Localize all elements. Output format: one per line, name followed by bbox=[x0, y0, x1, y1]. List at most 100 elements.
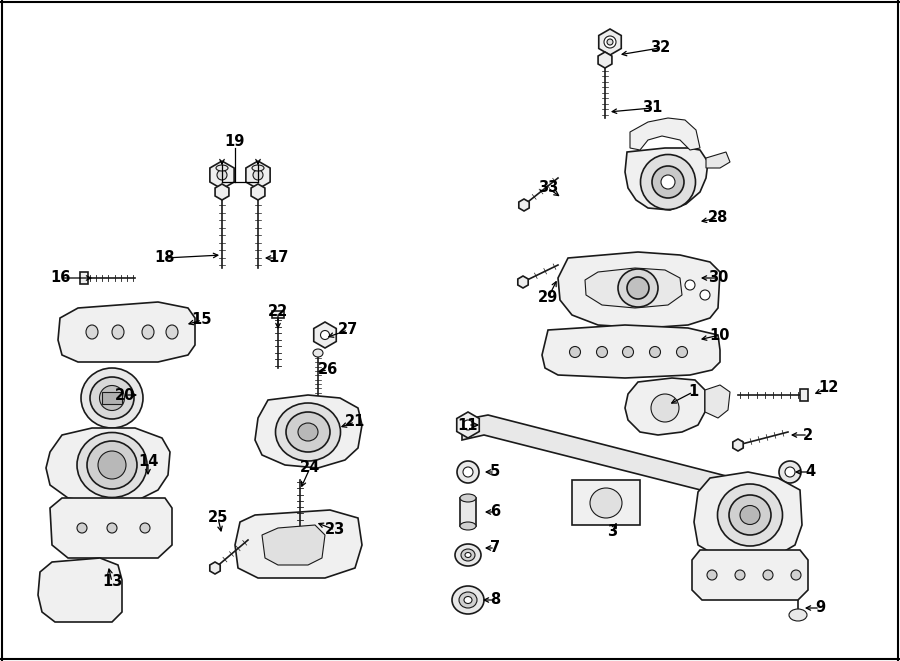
Polygon shape bbox=[625, 378, 705, 435]
Polygon shape bbox=[598, 29, 621, 55]
Text: 13: 13 bbox=[102, 574, 122, 590]
Ellipse shape bbox=[463, 420, 473, 430]
Ellipse shape bbox=[593, 283, 603, 293]
Polygon shape bbox=[705, 385, 730, 418]
Ellipse shape bbox=[275, 403, 340, 461]
Polygon shape bbox=[210, 562, 220, 574]
Text: 9: 9 bbox=[814, 600, 825, 615]
Ellipse shape bbox=[590, 488, 622, 518]
Text: 24: 24 bbox=[300, 461, 320, 475]
Ellipse shape bbox=[652, 166, 684, 198]
Ellipse shape bbox=[660, 275, 670, 285]
Ellipse shape bbox=[785, 467, 795, 477]
Ellipse shape bbox=[142, 325, 154, 339]
Polygon shape bbox=[518, 276, 528, 288]
Ellipse shape bbox=[87, 441, 137, 489]
Text: 6: 6 bbox=[490, 504, 500, 520]
Ellipse shape bbox=[460, 494, 476, 502]
Text: 15: 15 bbox=[192, 313, 212, 327]
Ellipse shape bbox=[81, 368, 143, 428]
Ellipse shape bbox=[166, 325, 178, 339]
Polygon shape bbox=[314, 322, 337, 348]
Text: 28: 28 bbox=[707, 210, 728, 225]
Ellipse shape bbox=[735, 570, 745, 580]
Polygon shape bbox=[50, 498, 172, 558]
Text: 7: 7 bbox=[490, 541, 500, 555]
Text: 12: 12 bbox=[818, 381, 838, 395]
Text: 23: 23 bbox=[325, 522, 345, 537]
Polygon shape bbox=[630, 118, 700, 150]
Ellipse shape bbox=[140, 523, 150, 533]
Ellipse shape bbox=[77, 523, 87, 533]
Ellipse shape bbox=[465, 553, 471, 557]
Polygon shape bbox=[542, 325, 720, 378]
Ellipse shape bbox=[627, 277, 649, 299]
Bar bbox=[460, 498, 476, 526]
Ellipse shape bbox=[252, 165, 264, 171]
Ellipse shape bbox=[452, 586, 484, 614]
Ellipse shape bbox=[100, 385, 124, 410]
Ellipse shape bbox=[650, 346, 661, 358]
Text: 16: 16 bbox=[50, 270, 70, 286]
Ellipse shape bbox=[763, 570, 773, 580]
Polygon shape bbox=[692, 550, 808, 600]
Polygon shape bbox=[585, 268, 682, 308]
Ellipse shape bbox=[685, 280, 695, 290]
Text: 17: 17 bbox=[268, 251, 288, 266]
Ellipse shape bbox=[618, 269, 658, 307]
Ellipse shape bbox=[461, 549, 475, 561]
Polygon shape bbox=[46, 428, 170, 502]
Bar bbox=[80, 272, 88, 284]
Ellipse shape bbox=[740, 506, 760, 524]
Text: 30: 30 bbox=[707, 270, 728, 286]
Polygon shape bbox=[598, 52, 612, 68]
Bar bbox=[272, 311, 284, 318]
Bar bbox=[102, 392, 122, 404]
Polygon shape bbox=[210, 161, 234, 189]
Ellipse shape bbox=[717, 484, 782, 546]
Text: 4: 4 bbox=[805, 465, 815, 479]
Ellipse shape bbox=[630, 277, 640, 287]
Text: 2: 2 bbox=[803, 428, 813, 442]
Text: 25: 25 bbox=[208, 510, 229, 525]
Ellipse shape bbox=[253, 170, 263, 180]
Polygon shape bbox=[558, 252, 720, 328]
Ellipse shape bbox=[463, 467, 473, 477]
Polygon shape bbox=[58, 302, 195, 362]
Ellipse shape bbox=[677, 346, 688, 358]
Text: 26: 26 bbox=[318, 362, 338, 377]
Text: 20: 20 bbox=[115, 387, 135, 403]
Text: 31: 31 bbox=[642, 100, 662, 116]
Ellipse shape bbox=[604, 36, 616, 48]
Bar bbox=[294, 528, 306, 535]
Ellipse shape bbox=[459, 592, 477, 608]
Text: 1: 1 bbox=[688, 385, 698, 399]
Ellipse shape bbox=[298, 423, 318, 441]
Ellipse shape bbox=[217, 170, 227, 180]
Ellipse shape bbox=[791, 570, 801, 580]
Text: 8: 8 bbox=[490, 592, 500, 607]
Polygon shape bbox=[456, 412, 480, 438]
Polygon shape bbox=[215, 184, 229, 200]
Polygon shape bbox=[462, 415, 752, 500]
Ellipse shape bbox=[789, 609, 807, 621]
Ellipse shape bbox=[77, 432, 147, 498]
Polygon shape bbox=[235, 510, 362, 578]
Text: 5: 5 bbox=[490, 465, 500, 479]
Ellipse shape bbox=[651, 394, 679, 422]
Text: 14: 14 bbox=[138, 455, 158, 469]
Ellipse shape bbox=[661, 175, 675, 189]
Polygon shape bbox=[262, 525, 325, 565]
Text: 33: 33 bbox=[538, 180, 558, 196]
Ellipse shape bbox=[216, 165, 228, 171]
Ellipse shape bbox=[112, 325, 124, 339]
Bar bbox=[572, 480, 640, 525]
Text: 10: 10 bbox=[710, 327, 730, 342]
Ellipse shape bbox=[98, 451, 126, 479]
Polygon shape bbox=[251, 184, 265, 200]
Text: 18: 18 bbox=[155, 251, 176, 266]
Ellipse shape bbox=[729, 495, 771, 535]
Polygon shape bbox=[733, 439, 743, 451]
Text: 22: 22 bbox=[268, 305, 288, 319]
Polygon shape bbox=[518, 199, 529, 211]
